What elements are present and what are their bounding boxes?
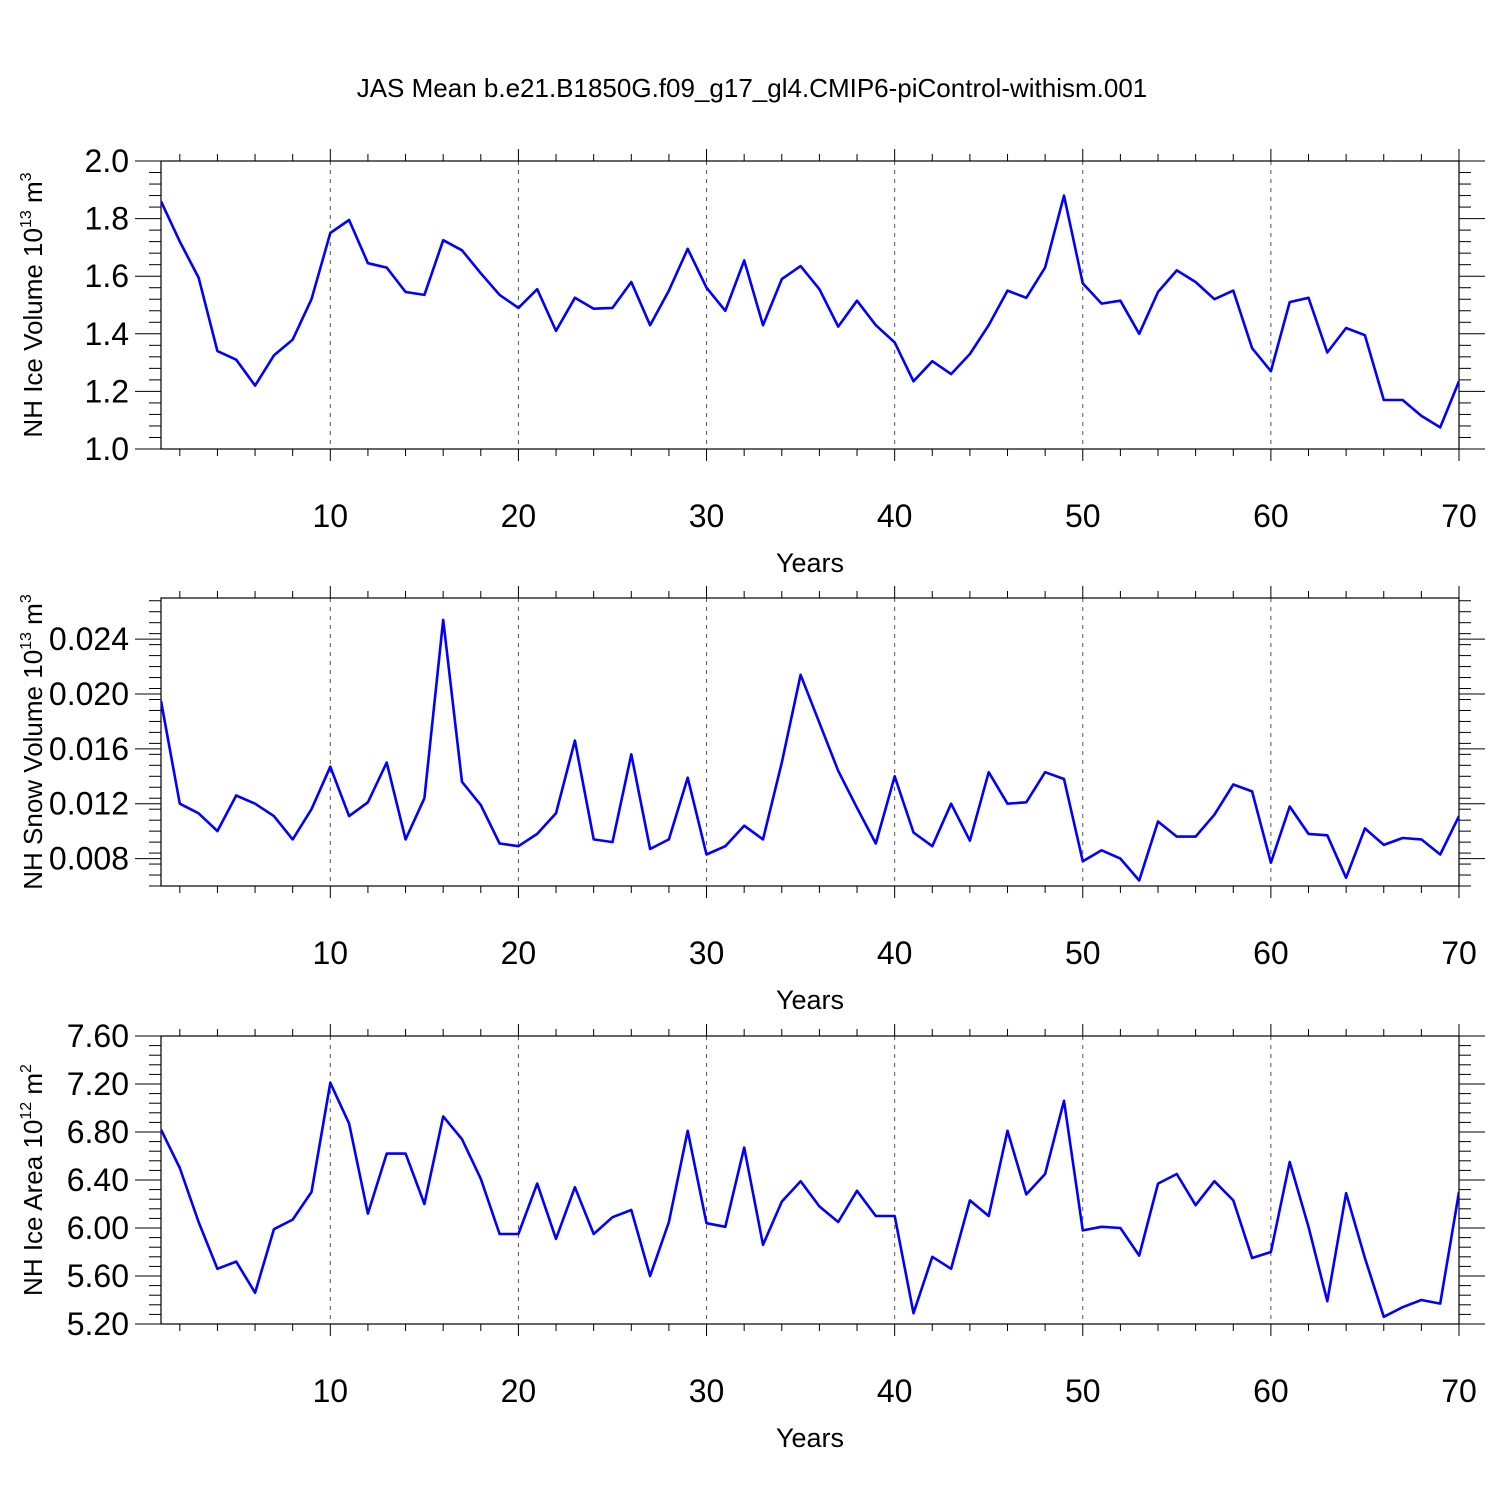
plot-frame <box>160 160 1460 450</box>
series-line-1 <box>161 618 1459 882</box>
x-tick-label-50: 50 <box>1065 498 1101 534</box>
x-tick-label-50: 50 <box>1065 1373 1101 1409</box>
y-tick-label-0: 5.20 <box>67 1306 129 1342</box>
y-tick-label-1: 1.2 <box>85 373 129 409</box>
x-tick-label-20: 20 <box>501 498 537 534</box>
x-tick-label-50: 50 <box>1065 935 1101 971</box>
panel-1: 1.0 1.2 1.4 1.6 1.8 2.0 10 20 30 40 50 60 70 Years NH … <box>18 143 1485 578</box>
y-axis-label: NH Ice Volume 1013 m3 <box>18 172 48 437</box>
y-tick-label-5: 2.0 <box>85 143 129 179</box>
x-tick-label-40: 40 <box>877 935 913 971</box>
x-axis-label: Years <box>776 548 844 578</box>
y-tick-label-4: 1.8 <box>85 201 129 237</box>
x-tick-label-10: 10 <box>313 498 349 534</box>
chart-title: JAS Mean b.e21.B1850G.f09_g17_gl4.CMIP6-… <box>357 73 1148 103</box>
x-tick-label-70: 70 <box>1441 935 1477 971</box>
x-tick-label-60: 60 <box>1253 1373 1289 1409</box>
y-tick-label-1: 0.012 <box>49 786 129 822</box>
x-tick-label-10: 10 <box>313 1373 349 1409</box>
y-tick-label-3: 6.40 <box>67 1162 129 1198</box>
y-tick-label-3: 1.6 <box>85 258 129 294</box>
plot-frame <box>160 597 1460 887</box>
y-tick-label-5: 7.20 <box>67 1066 129 1102</box>
y-tick-label-6: 7.60 <box>67 1018 129 1054</box>
y-tick-label-4: 0.024 <box>49 621 129 657</box>
y-tick-label-4: 6.80 <box>67 1114 129 1150</box>
x-tick-label-20: 20 <box>501 1373 537 1409</box>
x-tick-label-30: 30 <box>689 935 725 971</box>
x-tick-label-30: 30 <box>689 1373 725 1409</box>
x-tick-label-60: 60 <box>1253 935 1289 971</box>
y-tick-label-2: 0.016 <box>49 731 129 767</box>
x-tick-label-30: 30 <box>689 498 725 534</box>
x-axis-label: Years <box>776 985 844 1015</box>
y-tick-label-3: 0.020 <box>49 676 129 712</box>
y-axis-label: NH Snow Volume 1013 m3 <box>18 594 48 890</box>
y-tick-label-0: 1.0 <box>85 431 129 467</box>
y-axis-label: NH Ice Area 1012 m2 <box>18 1064 48 1296</box>
y-tick-label-1: 5.60 <box>67 1258 129 1294</box>
panel-2: 0.008 0.012 0.016 0.020 0.024 10 20 30 40 50 60 70 Y… <box>18 586 1485 1015</box>
x-tick-label-40: 40 <box>877 1373 913 1409</box>
x-tick-label-20: 20 <box>501 935 537 971</box>
x-axis-label: Years <box>776 1423 844 1453</box>
x-tick-label-40: 40 <box>877 498 913 534</box>
x-tick-label-70: 70 <box>1441 1373 1477 1409</box>
x-tick-label-10: 10 <box>313 935 349 971</box>
series-line-1 <box>161 194 1459 429</box>
plot-frame <box>160 1035 1460 1325</box>
series-line-1 <box>161 1081 1459 1319</box>
x-tick-label-70: 70 <box>1441 498 1477 534</box>
panel-3: 5.20 5.60 6.00 6.40 6.80 7.20 7.60 10 20 30 40 50 60… <box>18 1018 1485 1453</box>
y-tick-label-0: 0.008 <box>49 841 129 877</box>
y-tick-label-2: 1.4 <box>85 316 129 352</box>
x-tick-label-60: 60 <box>1253 498 1289 534</box>
chart-panels: 1.0 1.2 1.4 1.6 1.8 2.0 10 20 30 40 50 60 70 Years NH … <box>18 143 1485 1453</box>
y-tick-label-2: 6.00 <box>67 1210 129 1246</box>
